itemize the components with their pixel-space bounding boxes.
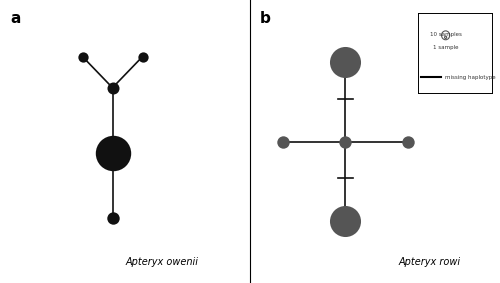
Point <box>78 54 86 59</box>
Point <box>341 139 349 144</box>
Text: a: a <box>10 11 20 26</box>
Text: Apteryx owenii: Apteryx owenii <box>126 258 199 267</box>
Text: missing haplotype: missing haplotype <box>445 75 496 80</box>
Point <box>341 60 349 65</box>
Text: b: b <box>260 11 271 26</box>
Point <box>341 218 349 223</box>
Point <box>108 151 116 155</box>
Text: Apteryx rowi: Apteryx rowi <box>399 258 461 267</box>
Text: 10 samples: 10 samples <box>430 32 462 37</box>
Point <box>278 139 286 144</box>
Point <box>108 216 116 220</box>
Text: 1 sample: 1 sample <box>433 45 458 50</box>
Point <box>108 85 116 90</box>
Point <box>138 54 146 59</box>
Point <box>404 139 411 144</box>
